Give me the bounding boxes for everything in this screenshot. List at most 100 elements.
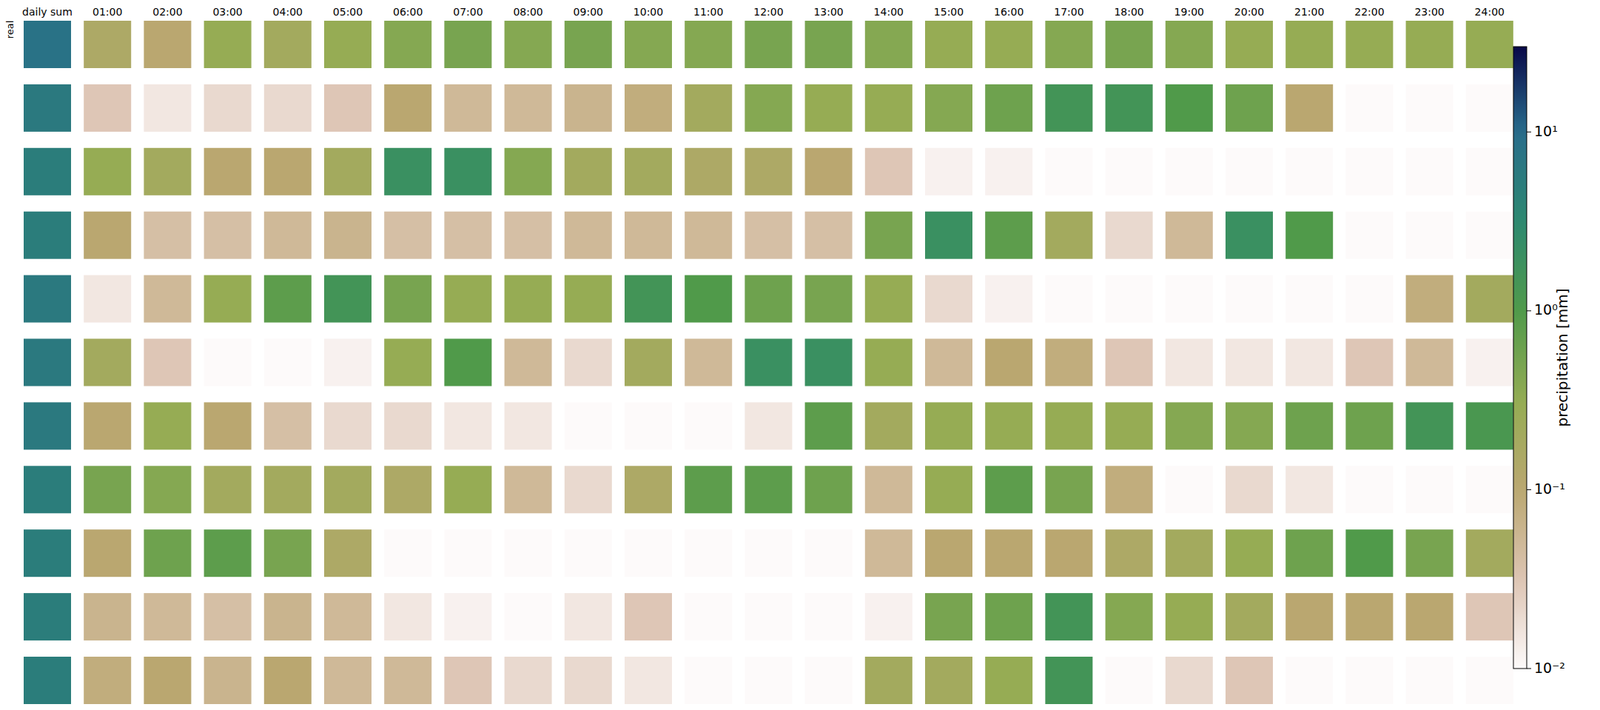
panel	[23, 148, 72, 196]
panel	[444, 465, 492, 513]
panel	[1225, 148, 1273, 196]
panel	[204, 148, 252, 196]
column-header: 22:00	[1354, 5, 1384, 18]
colorbar-tick	[1526, 310, 1532, 311]
panel	[1165, 84, 1213, 132]
panel	[1285, 401, 1333, 450]
panel	[985, 148, 1033, 196]
panel	[143, 465, 191, 513]
panel	[1406, 211, 1454, 260]
colorbar	[1513, 46, 1527, 669]
panel	[1285, 148, 1333, 196]
panel	[1406, 592, 1454, 641]
panel	[1285, 211, 1333, 260]
panel	[264, 275, 312, 323]
panel	[504, 465, 553, 513]
panel	[444, 275, 492, 323]
panel	[1345, 338, 1393, 387]
panel	[23, 20, 72, 69]
column-header: 07:00	[452, 5, 483, 18]
panel	[1466, 211, 1514, 260]
panel	[204, 275, 252, 323]
column-header: 01:00	[92, 5, 123, 18]
panel	[384, 148, 432, 196]
panel	[23, 656, 72, 704]
panel	[925, 529, 973, 577]
panel	[1225, 529, 1273, 577]
panel	[865, 338, 913, 387]
panel	[1466, 465, 1514, 513]
panel	[204, 465, 252, 513]
panel	[925, 275, 973, 323]
panel	[1044, 148, 1093, 196]
panel	[805, 275, 853, 323]
panel	[324, 338, 372, 387]
panel	[1285, 529, 1333, 577]
panel	[384, 592, 432, 641]
panel	[1105, 148, 1154, 196]
panel	[744, 20, 792, 69]
panel	[324, 84, 372, 132]
colorbar-tick	[1526, 131, 1532, 133]
panel	[23, 592, 72, 641]
panel	[865, 656, 913, 704]
panel	[985, 592, 1033, 641]
panel	[143, 529, 191, 577]
panel	[264, 148, 312, 196]
panel	[384, 656, 432, 704]
panel	[744, 148, 792, 196]
panel	[925, 465, 973, 513]
panel	[1466, 275, 1514, 323]
panel	[1165, 211, 1213, 260]
panel	[684, 338, 732, 387]
panel	[264, 592, 312, 641]
panel	[684, 275, 732, 323]
panel	[23, 465, 72, 513]
panel	[444, 338, 492, 387]
panel	[504, 211, 553, 260]
panel	[985, 401, 1033, 450]
panel	[624, 84, 672, 132]
panel	[143, 148, 191, 196]
colorbar-tick-label: 10¹	[1534, 122, 1558, 140]
column-header: 11:00	[693, 5, 724, 18]
panel	[1105, 529, 1154, 577]
panel	[384, 20, 432, 69]
panel	[624, 20, 672, 69]
panel	[444, 592, 492, 641]
colorbar-tick	[1526, 489, 1532, 490]
panel	[504, 529, 553, 577]
column-header: 21:00	[1294, 5, 1324, 18]
panel	[865, 592, 913, 641]
panel	[564, 20, 613, 69]
colorbar-label: precipitation [mm]	[1553, 288, 1572, 428]
panel	[564, 148, 613, 196]
panel	[985, 275, 1033, 323]
panel	[1406, 20, 1454, 69]
panel	[1345, 592, 1393, 641]
panel	[624, 529, 672, 577]
panel	[324, 211, 372, 260]
panel	[985, 20, 1033, 69]
panel	[1165, 656, 1213, 704]
panel	[744, 338, 792, 387]
panel	[1165, 401, 1213, 450]
panel	[83, 401, 131, 450]
panel	[384, 401, 432, 450]
panel	[204, 338, 252, 387]
panel	[564, 338, 613, 387]
panel	[1345, 148, 1393, 196]
panel	[624, 275, 672, 323]
panel	[1105, 401, 1154, 450]
panel	[384, 275, 432, 323]
panel	[324, 401, 372, 450]
panel	[744, 401, 792, 450]
panel	[744, 275, 792, 323]
panel	[1044, 20, 1093, 69]
panel	[1044, 338, 1093, 387]
panel	[444, 656, 492, 704]
panel	[384, 529, 432, 577]
panel	[865, 465, 913, 513]
panel	[1225, 84, 1273, 132]
panel	[264, 84, 312, 132]
